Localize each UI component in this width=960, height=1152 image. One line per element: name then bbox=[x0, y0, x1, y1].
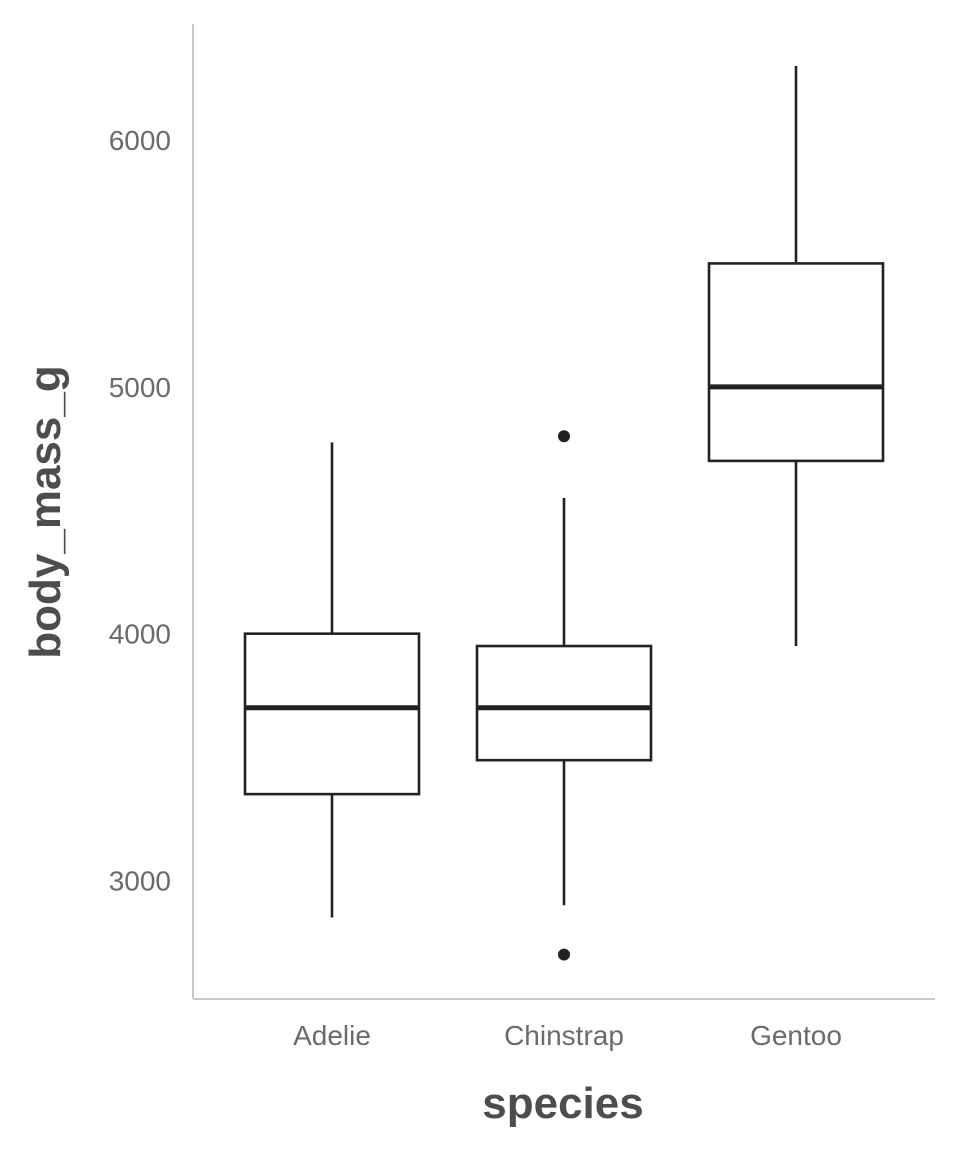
outlier-point-chinstrap bbox=[558, 948, 570, 961]
box-adelie bbox=[243, 632, 421, 796]
y-tick-label: 4000 bbox=[109, 619, 171, 650]
x-tick-label: Gentoo bbox=[750, 1020, 842, 1051]
y-axis-title: body_mass_g bbox=[21, 365, 70, 658]
x-tick-label: Chinstrap bbox=[504, 1020, 624, 1051]
x-tick-label: Adelie bbox=[293, 1020, 371, 1051]
box-chinstrap bbox=[475, 644, 653, 762]
box-gentoo bbox=[707, 262, 885, 463]
y-tick-labels: 3000 4000 5000 6000 bbox=[109, 125, 171, 897]
outlier-point-chinstrap bbox=[558, 430, 570, 443]
y-tick-label: 6000 bbox=[109, 125, 171, 156]
plot-area bbox=[243, 65, 885, 961]
x-tick-labels: Adelie Chinstrap Gentoo bbox=[293, 1020, 842, 1051]
y-tick-label: 5000 bbox=[109, 372, 171, 403]
y-tick-label: 3000 bbox=[109, 866, 171, 897]
x-axis-title: species bbox=[482, 1079, 643, 1128]
